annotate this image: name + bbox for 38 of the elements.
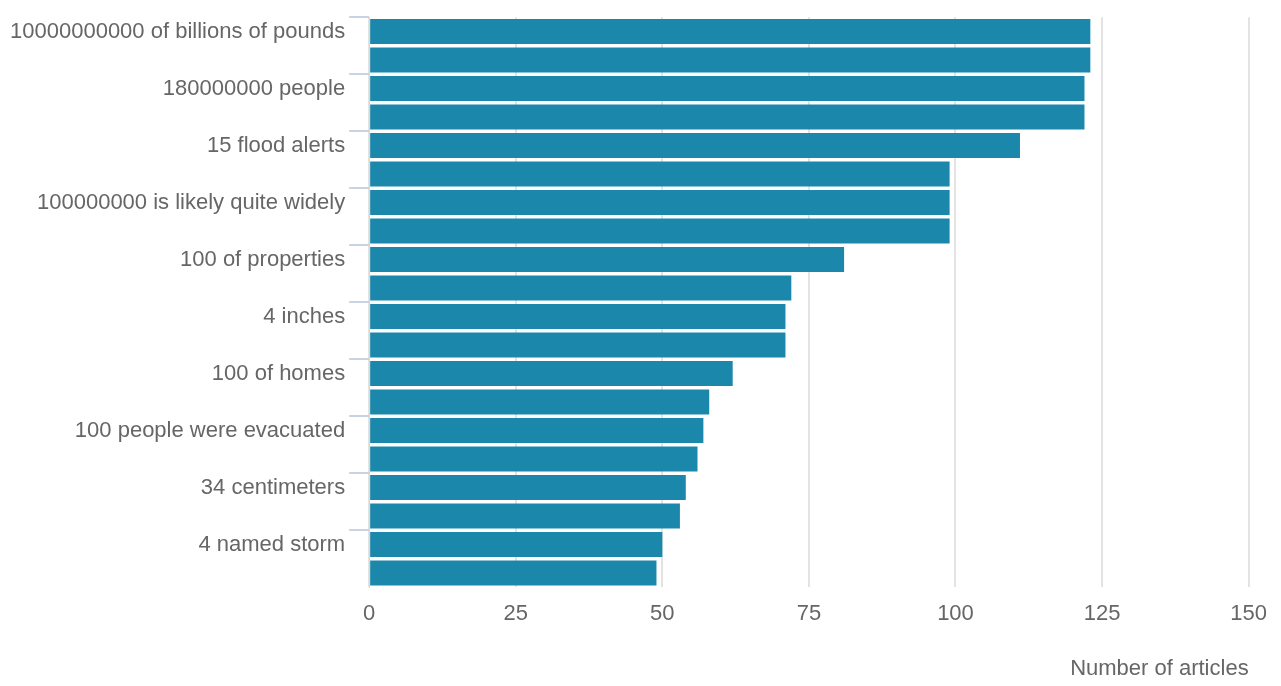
x-axis-title: Number of articles <box>1070 654 1249 680</box>
x-tick-label: 25 <box>503 600 528 626</box>
y-tick-label: 34 centimeters <box>200 473 346 499</box>
bar <box>370 360 733 386</box>
bar <box>370 332 786 358</box>
y-tick-label: 15 flood alerts <box>206 131 346 157</box>
bar <box>370 189 950 215</box>
bar <box>370 161 950 187</box>
y-tick-label: 4 named storm <box>198 530 346 556</box>
bar <box>370 18 1091 44</box>
y-tick-label: 100 of properties <box>180 245 346 271</box>
bar <box>370 503 680 529</box>
bar <box>370 303 786 329</box>
y-tick-label: 4 inches <box>263 302 346 328</box>
bar <box>370 246 845 272</box>
x-tick-label: 125 <box>1083 600 1121 626</box>
bar <box>370 531 663 557</box>
y-tick-label: 180000000 people <box>162 74 346 100</box>
x-tick-label: 100 <box>937 600 974 626</box>
bar <box>370 560 657 586</box>
x-tick-label: 50 <box>650 600 675 626</box>
bar <box>370 275 792 301</box>
bar <box>370 446 698 472</box>
x-tick-label: 0 <box>363 600 376 626</box>
bar <box>370 47 1091 73</box>
y-tick-label: 10000000000 of billions of pounds <box>10 17 346 43</box>
bar <box>370 218 950 244</box>
bar <box>370 474 686 500</box>
bar <box>370 75 1085 101</box>
y-tick-label: 100 of homes <box>211 359 346 385</box>
x-tick-label: 150 <box>1230 600 1268 626</box>
bar <box>370 104 1085 130</box>
x-tick-label: 75 <box>796 600 822 626</box>
y-tick-label: 100 people were evacuated <box>74 416 346 442</box>
y-tick-label: 100000000 is likely quite widely <box>36 188 346 214</box>
bar <box>370 389 710 415</box>
bar <box>370 132 1020 158</box>
bar <box>370 417 704 443</box>
